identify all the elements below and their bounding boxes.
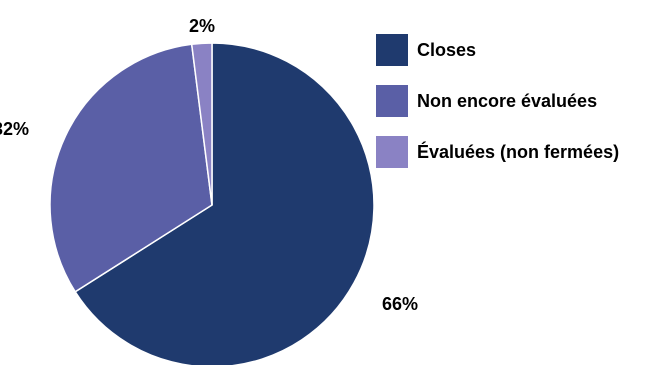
legend-item-evaluees-non-fermees: Évaluées (non fermées): [376, 136, 666, 168]
legend-item-closes: Closes: [376, 34, 666, 66]
legend-label-non-encore-evaluees: Non encore évaluées: [417, 91, 597, 112]
legend-swatch-evaluees-non-fermees: [376, 136, 408, 168]
pie-label-evaluees-non-fermees: 2%: [189, 16, 215, 36]
pie-slices: [50, 43, 374, 365]
legend-label-closes: Closes: [417, 40, 476, 61]
pie-label-non-encore-evaluees: 32%: [0, 119, 29, 139]
legend-item-non-encore-evaluees: Non encore évaluées: [376, 85, 666, 117]
legend-swatch-non-encore-evaluees: [376, 85, 408, 117]
legend-label-evaluees-non-fermees: Évaluées (non fermées): [417, 142, 619, 163]
pie-label-closes: 66%: [382, 294, 418, 314]
legend-swatch-closes: [376, 34, 408, 66]
